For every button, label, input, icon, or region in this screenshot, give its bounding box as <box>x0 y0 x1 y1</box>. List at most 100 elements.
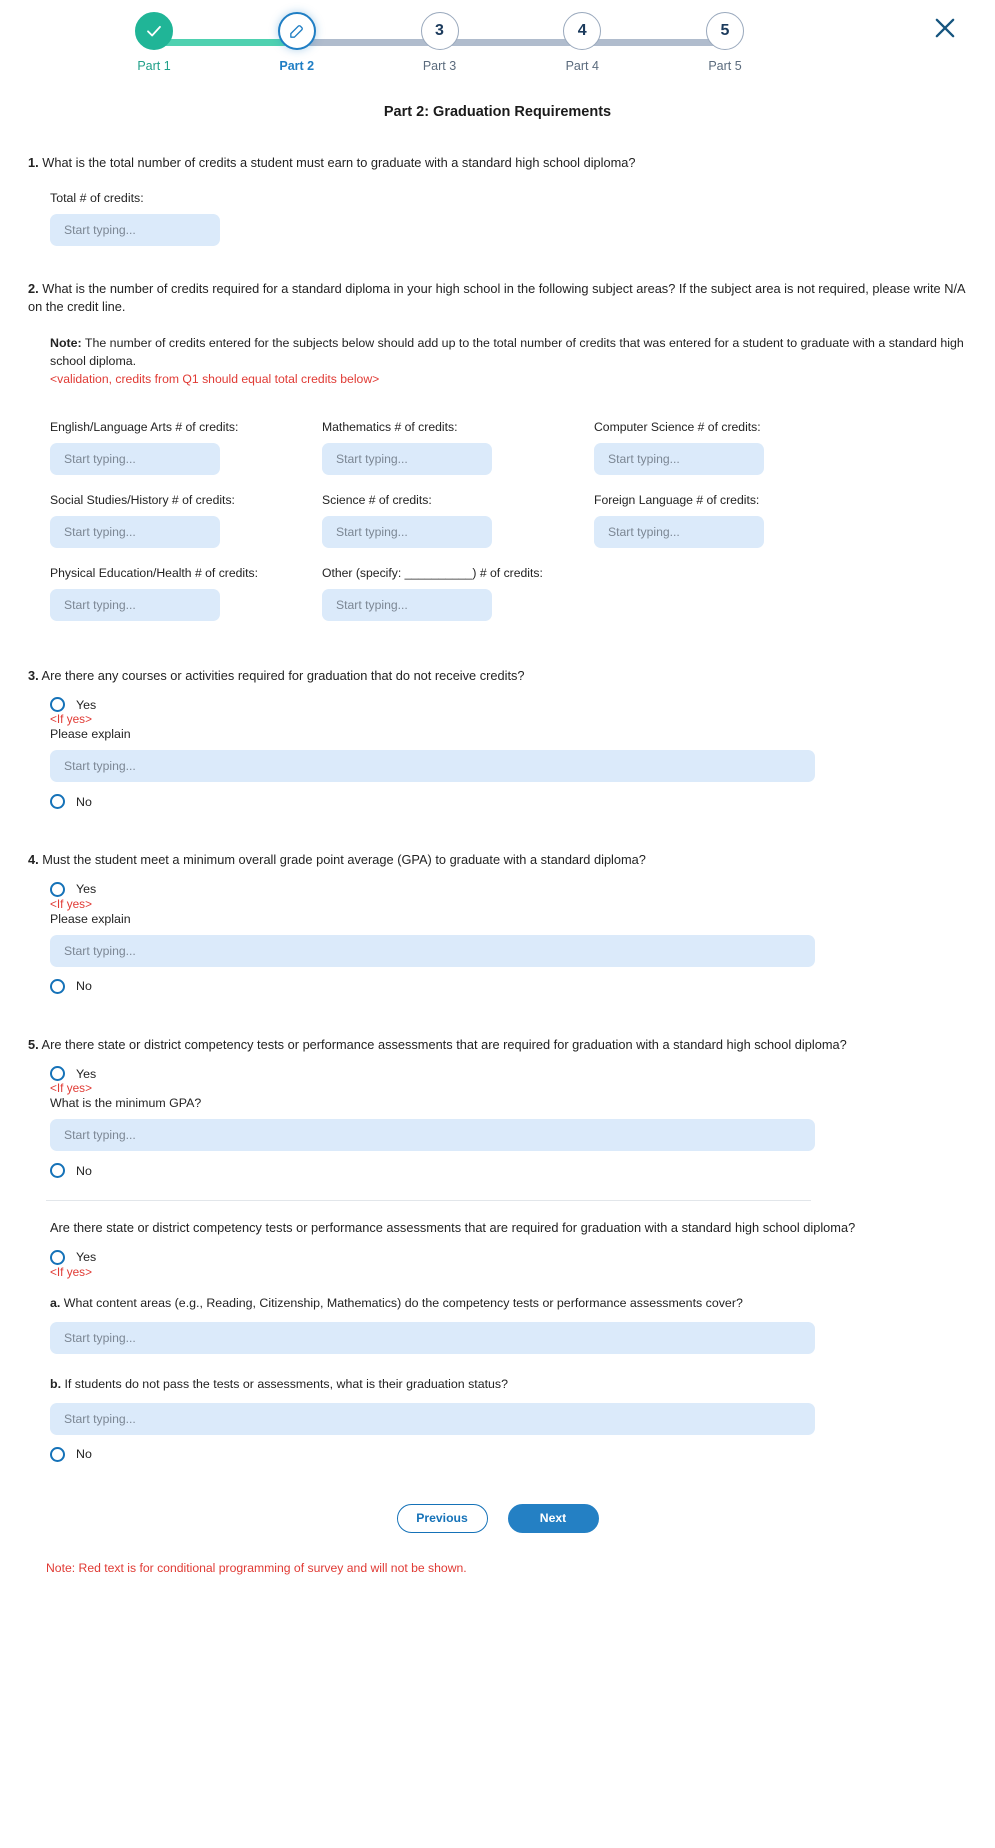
radio-icon[interactable] <box>50 881 65 897</box>
question-6a-input[interactable]: Start typing... <box>50 1321 815 1354</box>
subject-cell-physical-education: Physical Education/Health # of credits: … <box>50 548 322 621</box>
next-button[interactable]: Next <box>507 1503 599 1533</box>
question-4-option-no[interactable]: No <box>50 978 967 994</box>
subject-input-english[interactable]: Start typing... <box>50 442 220 475</box>
subject-input-social-studies[interactable]: Start typing... <box>50 515 220 548</box>
subject-input-other[interactable]: Start typing... <box>322 588 492 621</box>
subject-label-social-studies: Social Studies/History # of credits: <box>50 492 235 507</box>
question-3-yes-label: Yes <box>76 697 97 712</box>
step-bubble-current[interactable] <box>277 12 316 50</box>
stepper-step-part-2[interactable]: Part 2 <box>260 12 334 73</box>
stepper-step-part-1[interactable]: Part 1 <box>117 12 191 73</box>
question-5-body: Are there state or district competency t… <box>41 1036 847 1052</box>
question-6b-text: b. If students do not pass the tests or … <box>50 1376 967 1394</box>
question-3-body: Are there any courses or activities requ… <box>41 667 525 683</box>
question-5-option-no[interactable]: No <box>50 1163 967 1179</box>
question-2-number: 2. <box>28 280 39 296</box>
previous-button[interactable]: Previous <box>396 1503 488 1533</box>
question-2: 2. What is the number of credits require… <box>28 280 967 621</box>
radio-icon[interactable] <box>50 1066 65 1082</box>
question-6a-number: a. <box>50 1295 61 1310</box>
question-6-option-no[interactable]: No <box>50 1446 967 1462</box>
question-4-option-yes[interactable]: Yes <box>50 881 967 897</box>
close-icon <box>935 18 955 38</box>
subject-label-english: English/Language Arts # of credits: <box>50 419 239 434</box>
stepper-label-part-5: Part 5 <box>708 59 742 73</box>
question-1-text: 1. What is the total number of credits a… <box>28 154 967 173</box>
close-button[interactable] <box>931 14 959 42</box>
subject-cell-computer-science: Computer Science # of credits: Start typ… <box>594 402 866 475</box>
question-5-explain-input[interactable]: Start typing... <box>50 1119 815 1152</box>
subject-cell-social-studies: Social Studies/History # of credits: Sta… <box>50 475 322 548</box>
question-6-no-label: No <box>76 1447 92 1462</box>
stepper-step-part-3[interactable]: 3 Part 3 <box>403 12 477 73</box>
question-5-option-yes[interactable]: Yes <box>50 1066 967 1082</box>
question-6-text: Are there state or district competency t… <box>50 1220 856 1236</box>
subject-input-mathematics[interactable]: Start typing... <box>322 442 492 475</box>
question-6-answer: Are there state or district competency t… <box>28 1219 967 1462</box>
step-bubble-completed[interactable] <box>135 12 173 50</box>
subject-input-physical-education[interactable]: Start typing... <box>50 588 220 621</box>
question-3-option-no[interactable]: No <box>50 794 967 810</box>
question-4-text: 4. Must the student meet a minimum overa… <box>28 851 967 870</box>
question-6-option-yes[interactable]: Yes <box>50 1249 967 1265</box>
subject-credits-grid: English/Language Arts # of credits: Star… <box>50 402 967 621</box>
stepper-label-part-3: Part 3 <box>422 59 457 73</box>
radio-icon[interactable] <box>50 1163 65 1179</box>
question-4-answer: Yes <If yes> Please explain Start typing… <box>28 881 967 994</box>
stepper-step-part-4[interactable]: 4 Part 4 <box>545 12 619 73</box>
step-bubble-4[interactable]: 4 <box>563 12 602 50</box>
question-3-explain-input[interactable]: Start typing... <box>50 750 815 783</box>
question-3: 3. Are there any courses or activities r… <box>28 667 967 810</box>
question-3-option-yes[interactable]: Yes <box>50 697 967 713</box>
radio-icon[interactable] <box>50 978 65 994</box>
question-5: 5. Are there state or district competenc… <box>28 1036 967 1179</box>
question-6-yes-label: Yes <box>76 1250 97 1265</box>
question-6b-input[interactable]: Start typing... <box>50 1402 815 1435</box>
step-bubble-5[interactable]: 5 <box>706 12 744 50</box>
subject-cell-foreign-language: Foreign Language # of credits: Start typ… <box>594 475 866 548</box>
question-2-validation-hint: <validation, credits from Q1 should equa… <box>50 371 380 386</box>
subject-cell-mathematics: Mathematics # of credits: Start typing..… <box>322 402 594 475</box>
question-2-note: Note: The number of credits entered for … <box>50 335 967 371</box>
subject-input-computer-science[interactable]: Start typing... <box>594 442 764 475</box>
subject-label-physical-education: Physical Education/Health # of credits: <box>50 565 258 580</box>
stepper-label-part-2: Part 2 <box>279 59 315 73</box>
radio-icon[interactable] <box>50 1446 65 1462</box>
stepper-label-part-4: Part 4 <box>565 59 599 73</box>
stepper-step-part-5[interactable]: 5 Part 5 <box>688 12 762 73</box>
total-credits-input[interactable]: Start typing... <box>50 213 220 246</box>
total-credits-label: Total # of credits: <box>50 190 144 205</box>
question-2-answer: Note: The number of credits entered for … <box>28 335 967 621</box>
subject-label-science: Science # of credits: <box>322 492 432 507</box>
question-4: 4. Must the student meet a minimum overa… <box>28 851 967 994</box>
question-5-no-label: No <box>76 1163 92 1178</box>
subject-cell-empty <box>594 548 866 621</box>
question-6a-text: a. What content areas (e.g., Reading, Ci… <box>50 1295 967 1313</box>
question-3-if-yes-hint: <If yes> <box>50 712 92 727</box>
question-5-text: 5. Are there state or district competenc… <box>28 1036 967 1055</box>
step-bubble-3[interactable]: 3 <box>420 12 459 50</box>
radio-icon[interactable] <box>50 1249 65 1265</box>
question-5-yes-label: Yes <box>76 1066 97 1081</box>
question-4-yes-label: Yes <box>76 882 97 897</box>
question-6b-body: If students do not pass the tests or ass… <box>64 1376 509 1391</box>
question-5-number: 5. <box>28 1036 39 1052</box>
question-3-answer: Yes <If yes> Please explain Start typing… <box>28 697 967 810</box>
stepper-label-part-1: Part 1 <box>137 59 171 73</box>
stepper-track-completed <box>143 39 288 46</box>
radio-icon[interactable] <box>50 794 65 810</box>
question-4-no-label: No <box>76 979 92 994</box>
radio-icon[interactable] <box>50 697 65 713</box>
subject-cell-other: Other (specify: __________) # of credits… <box>322 548 594 621</box>
question-4-explain-input[interactable]: Start typing... <box>50 934 815 967</box>
question-1-answer: Total # of credits: Start typing... <box>28 191 967 246</box>
subject-input-foreign-language[interactable]: Start typing... <box>594 515 764 548</box>
question-5-if-yes-hint: <If yes> <box>50 1081 92 1096</box>
subject-label-computer-science: Computer Science # of credits: <box>594 419 761 434</box>
check-icon <box>147 25 161 37</box>
question-2-text: 2. What is the number of credits require… <box>28 280 967 317</box>
subject-input-science[interactable]: Start typing... <box>322 515 492 548</box>
note-prefix: Note: <box>50 335 82 350</box>
progress-stepper: Part 1 Part 2 3 Part 3 4 Part 4 5 <box>0 0 995 80</box>
